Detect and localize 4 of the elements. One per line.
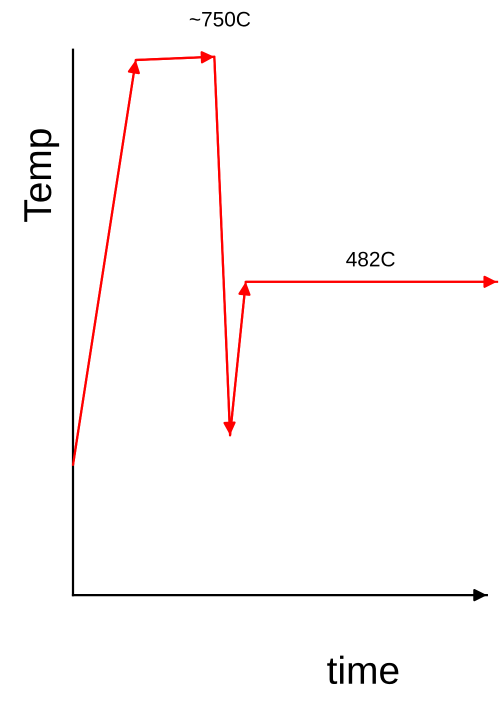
text: ~750C	[190, 12, 250, 27]
y-axis-title: Temp	[24, 129, 60, 222]
annotation: 482C	[346, 252, 395, 267]
x-axis-title: time	[327, 656, 398, 684]
